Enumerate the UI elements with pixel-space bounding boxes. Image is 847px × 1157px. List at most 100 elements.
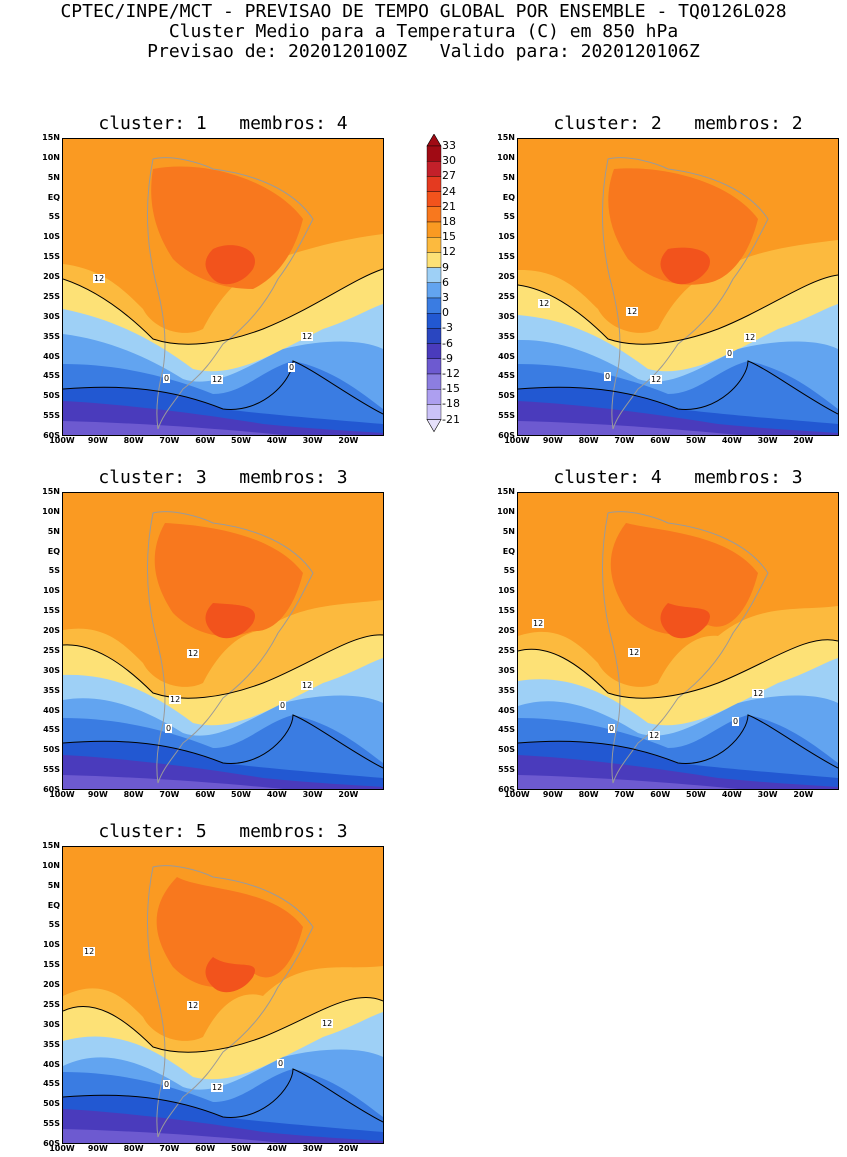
longitude-label: 60W: [195, 436, 216, 445]
contour-label: 12: [650, 375, 663, 384]
colorbar-label: 12: [442, 245, 456, 259]
temperature-field: [518, 493, 838, 789]
longitude-label: 80W: [578, 436, 599, 445]
latitude-label: 10S: [43, 232, 60, 242]
temperature-field: [518, 139, 838, 435]
latitude-label: 45S: [498, 371, 515, 381]
coastline: [146, 865, 314, 1138]
latitude-label: 10N: [497, 152, 515, 162]
latitude-label: 10S: [498, 586, 515, 596]
latitude-label: 20S: [43, 980, 60, 990]
longitude-label: 20W: [793, 790, 814, 799]
temperature-band: [660, 603, 710, 639]
contour-label: 12: [187, 1001, 200, 1010]
header-line-1: CPTEC/INPE/MCT - PREVISAO DE TEMPO GLOBA…: [60, 1, 787, 22]
latitude-label: 60S: [43, 431, 60, 440]
longitude-label: 30W: [757, 436, 778, 445]
contour-0: [518, 360, 838, 415]
latitude-label: 40S: [43, 705, 60, 715]
colorbar-swatch: [426, 297, 442, 314]
latitude-label: 45S: [43, 725, 60, 735]
latitude-label: 20S: [498, 272, 515, 282]
contour-label: 12: [83, 947, 96, 956]
longitude-label: 20W: [338, 1144, 359, 1153]
latitude-label: 10N: [42, 152, 60, 162]
contour-label: 12: [301, 681, 314, 690]
longitude-label: 80W: [123, 1144, 144, 1153]
panel-title: cluster: 5 membros: 3: [98, 821, 348, 842]
map-panel-cluster-2: 12 12 12 12 0 0: [517, 138, 839, 436]
longitude-label: 60W: [650, 436, 671, 445]
latitude-label: 25S: [43, 645, 60, 655]
colorbar-label: 18: [442, 215, 456, 228]
longitude-label: 100W: [504, 790, 530, 799]
longitude-label: 50W: [231, 436, 251, 445]
colorbar-swatch: [426, 343, 442, 360]
latitude-label: 5N: [502, 172, 515, 182]
latitude-label: 5N: [47, 172, 60, 182]
longitude-label: 90W: [87, 790, 108, 799]
colorbar-swatch: [426, 328, 442, 344]
colorbar-label: -12: [442, 367, 460, 380]
map-panel-cluster-3: 12 12 12 0 0: [62, 492, 384, 790]
contour-label: 12: [187, 649, 200, 658]
contour-label: 12: [321, 1019, 334, 1028]
longitude-label: 80W: [123, 790, 144, 799]
contour-label: 0: [165, 724, 173, 733]
temperature-band: [63, 421, 283, 435]
colorbar-swatch: [426, 267, 442, 284]
contour-12: [518, 274, 838, 345]
latitude-label: 50S: [43, 391, 60, 401]
temperature-field: [63, 139, 383, 435]
colorbar-swatch: [426, 404, 442, 420]
contour-label: 0: [163, 1080, 171, 1089]
colorbar-swatch: [426, 221, 442, 238]
colorbar-label: 24: [442, 184, 456, 198]
latitude-label: EQ: [502, 192, 515, 202]
colorbar-swatches: [426, 133, 442, 433]
contour-label: 0: [732, 717, 740, 726]
colorbar-swatch: [426, 191, 442, 207]
latitude-label: 20S: [43, 626, 60, 636]
longitude-label: 40W: [266, 436, 287, 445]
contour-label: 0: [279, 701, 287, 710]
colorbar-label: 15: [442, 230, 456, 244]
colorbar-label: 9: [442, 260, 449, 274]
latitude-label: 15S: [43, 606, 60, 616]
panel-title: cluster: 1 membros: 4: [98, 113, 348, 134]
colorbar-swatch: [426, 388, 442, 405]
latitude-label: 10N: [42, 506, 60, 516]
latitude-label: 15N: [42, 841, 60, 850]
temperature-band: [518, 775, 738, 789]
longitude-label: 80W: [578, 790, 599, 799]
temperature-band: [63, 1129, 283, 1143]
latitude-label: 5N: [47, 880, 60, 890]
longitude-label: 90W: [87, 436, 108, 445]
latitude-label: 25S: [43, 999, 60, 1009]
latitude-label: EQ: [47, 192, 60, 202]
latitude-label: EQ: [47, 546, 60, 556]
longitude-label: 80W: [123, 436, 144, 445]
colorbar-bottom-arrow: [426, 419, 442, 433]
colorbar-swatch: [426, 312, 442, 329]
latitude-label: EQ: [502, 546, 515, 556]
latitude-label: 15S: [498, 252, 515, 262]
coastline: [601, 157, 769, 430]
longitude-label: 70W: [159, 790, 180, 799]
latitude-label: 40S: [498, 705, 515, 715]
latitude-label: EQ: [47, 900, 60, 910]
temperature-band: [63, 775, 283, 789]
longitude-label: 30W: [757, 790, 778, 799]
latitude-label: 50S: [43, 1099, 60, 1109]
contour-label: 12: [648, 731, 661, 740]
latitude-label: 15N: [42, 133, 60, 142]
longitude-label: 40W: [266, 790, 287, 799]
longitude-label: 90W: [87, 1144, 108, 1153]
colorbar-swatch: [426, 176, 442, 192]
longitude-label: 50W: [231, 1144, 251, 1153]
longitude-label: 50W: [686, 436, 706, 445]
colorbar-swatch: [426, 206, 442, 223]
longitude-label: 40W: [721, 790, 742, 799]
latitude-label: 60S: [498, 785, 515, 794]
contour-12: [63, 268, 383, 345]
